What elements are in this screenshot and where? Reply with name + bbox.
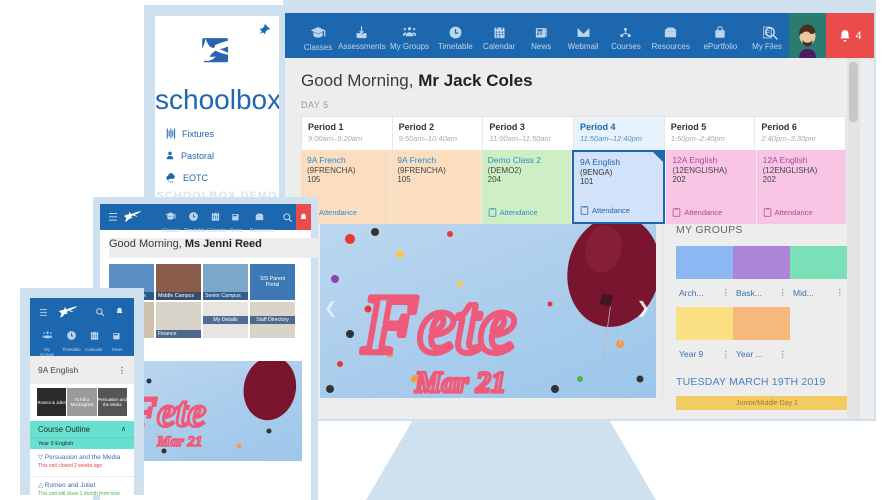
svg-text:Mar 21: Mar 21: [414, 366, 506, 398]
svg-text:Fete: Fete: [361, 278, 516, 371]
svg-text:Mar 21: Mar 21: [156, 434, 202, 450]
